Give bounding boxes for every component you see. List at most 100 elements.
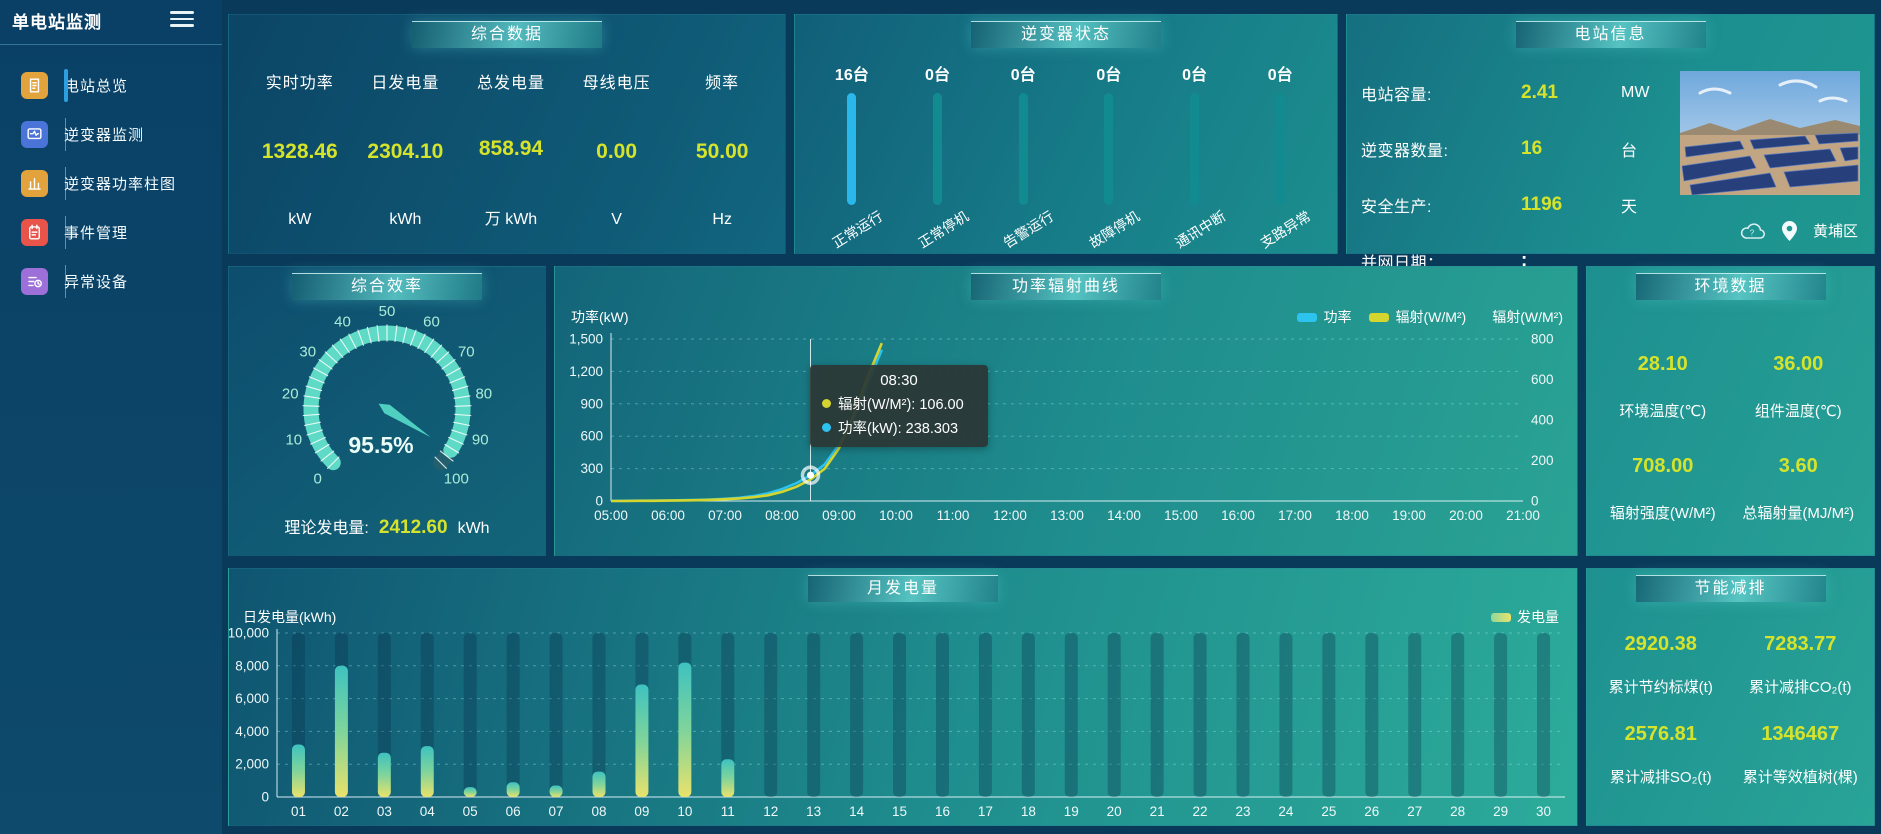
- legend-power[interactable]: 功率: [1297, 307, 1351, 327]
- sidebar-item-label: 电站总览: [64, 78, 129, 95]
- svg-text:08: 08: [591, 804, 606, 819]
- legend-radiation[interactable]: 辐射(W/M²): [1369, 307, 1466, 327]
- env-total-radiation: 3.60 总辐射量(MJ/M²): [1742, 455, 1855, 522]
- sidebar-header: 单电站监测: [0, 0, 222, 40]
- status-alarm-running: 0台 告警运行: [1000, 67, 1057, 252]
- svg-text:04: 04: [420, 804, 436, 819]
- sidebar-item-label: 异常设备: [64, 274, 129, 291]
- svg-text:21:00: 21:00: [1506, 508, 1540, 523]
- radiation-dot-icon: [822, 399, 831, 408]
- status-bar: [1018, 93, 1028, 205]
- svg-text:4,000: 4,000: [235, 724, 269, 739]
- panel-summary-data: 综合数据 实时功率 1328.46 kW 日发电量 2304.10 kWh 总发…: [228, 14, 786, 254]
- env-module-temp: 36.00 组件温度(℃): [1754, 353, 1842, 420]
- panel-station-info: 电站信息 电站容量: 2.41 MW 逆变器数量: 16 台 安全生产: 119…: [1346, 14, 1875, 272]
- panel-title: 月发电量: [808, 575, 998, 602]
- svg-text:10: 10: [285, 431, 302, 448]
- svg-text:800: 800: [1531, 332, 1554, 347]
- svg-text:26: 26: [1364, 804, 1379, 819]
- svg-text:14: 14: [849, 804, 865, 819]
- svg-text:6,000: 6,000: [235, 691, 269, 706]
- svg-text:300: 300: [580, 461, 603, 476]
- sidebar-item-label: 逆变器监测: [64, 127, 145, 144]
- svg-text:16:00: 16:00: [1221, 508, 1255, 523]
- svg-text:19: 19: [1064, 804, 1079, 819]
- svg-text:400: 400: [1531, 413, 1554, 428]
- svg-text:15: 15: [892, 804, 907, 819]
- monitor-pulse-icon: [21, 121, 48, 148]
- svg-text:100: 100: [444, 470, 469, 487]
- bar-chart-icon: [21, 170, 48, 197]
- menu-toggle-icon[interactable]: [170, 7, 194, 27]
- panel-monthly-generation: 月发电量 日发电量(kWh) 发电量 0 2,000 4,000 6,000 8,000…: [228, 568, 1578, 826]
- status-bar: [1104, 93, 1114, 205]
- svg-text:0: 0: [261, 790, 269, 805]
- monthly-header: 日发电量(kWh) 发电量: [243, 607, 1559, 627]
- sidebar-item-label: 逆变器功率柱图: [64, 176, 177, 193]
- svg-text:70: 70: [458, 343, 475, 360]
- metric-realtime-power: 实时功率 1328.46 kW: [261, 75, 338, 228]
- sidebar-item-inverter-power-bars[interactable]: 逆变器功率柱图: [0, 159, 222, 208]
- svg-text:27: 27: [1407, 804, 1422, 819]
- list-clock-icon: [21, 268, 48, 295]
- sidebar-item-inverter-monitor[interactable]: 逆变器监测: [0, 110, 222, 159]
- inverter-status-bars: 16台 正常运行 0台 正常停机 0台 告警运行 0台 故障停机 0台 通讯中断…: [809, 61, 1323, 252]
- efficiency-gauge-chart: 0 10 20 30 40 50 60 70 80 90 100 95.5%: [282, 303, 492, 487]
- panel-environment: 环境数据 28.10 环境温度(℃) 36.00 组件温度(℃) 708.00 …: [1586, 266, 1875, 556]
- status-normal-running: 16台 正常运行: [829, 67, 886, 252]
- svg-text:19:00: 19:00: [1392, 508, 1426, 523]
- svg-text:60: 60: [423, 314, 440, 331]
- panel-title: 逆变器状态: [971, 21, 1161, 48]
- svg-text:40: 40: [334, 314, 351, 331]
- sidebar-item-event-management[interactable]: 事件管理: [0, 208, 222, 257]
- status-bar: [1190, 93, 1200, 205]
- svg-text:13:00: 13:00: [1050, 508, 1084, 523]
- generation-legend-swatch: [1491, 612, 1511, 622]
- curve-header: 功率(kW) 功率 辐射(W/M²) 辐射(W/M²): [571, 307, 1563, 327]
- overview-doc-icon: [21, 72, 48, 99]
- svg-text:07: 07: [549, 804, 564, 819]
- status-bar: [1275, 93, 1285, 205]
- svg-text:10,000: 10,000: [229, 627, 269, 641]
- saving-so2: 2576.81 累计减排SO₂(t): [1609, 723, 1712, 786]
- panel-power-radiation-curve: 功率辐射曲线 功率(kW) 功率 辐射(W/M²) 辐射(W/M²) 0 300 6…: [554, 266, 1578, 556]
- power-legend-swatch: [1297, 312, 1318, 322]
- svg-text:10:00: 10:00: [879, 508, 913, 523]
- svg-text:11:00: 11:00: [937, 508, 970, 523]
- svg-text:22: 22: [1193, 804, 1208, 819]
- monthly-bar-chart[interactable]: 0 2,000 4,000 6,000 8,000 10,000 01 02 03 04 05 06 0…: [229, 627, 1579, 823]
- env-irradiance: 708.00 辐射强度(W/M²): [1609, 455, 1716, 522]
- sidebar-item-abnormal-devices[interactable]: 异常设备: [0, 257, 222, 306]
- sidebar-item-station-overview[interactable]: 电站总览: [0, 61, 222, 110]
- radiation-legend-swatch: [1369, 312, 1390, 322]
- svg-text:01: 01: [291, 804, 306, 819]
- saving-coal: 2920.38 累计节约标煤(t): [1608, 633, 1713, 696]
- left-axis-name: 功率(kW): [571, 309, 629, 325]
- panel-energy-saving: 节能减排 2920.38 累计节约标煤(t) 7283.77 累计减排CO₂(t…: [1586, 568, 1875, 826]
- svg-text:0: 0: [1531, 494, 1539, 509]
- svg-text:07:00: 07:00: [708, 508, 742, 523]
- svg-text:10: 10: [677, 804, 692, 819]
- sidebar-divider: [0, 44, 222, 45]
- svg-text:12: 12: [763, 804, 778, 819]
- weather-cloud-icon[interactable]: ?: [1740, 221, 1766, 241]
- chart-tooltip: 08:30 辐射(W/M²): 106.00 功率(kW): 238.303: [810, 365, 988, 447]
- status-bar: [933, 93, 942, 205]
- svg-text:20: 20: [1107, 804, 1122, 819]
- summary-metrics: 实时功率 1328.46 kW 日发电量 2304.10 kWh 总发电量 85…: [247, 55, 775, 237]
- legend-generation[interactable]: 发电量: [1491, 607, 1559, 627]
- tooltip-time: 08:30: [880, 372, 918, 389]
- tooltip-power-row: 功率(kW): 238.303: [822, 417, 976, 438]
- svg-text:1,500: 1,500: [569, 332, 603, 347]
- svg-text:8,000: 8,000: [235, 658, 269, 673]
- panel-title: 综合数据: [412, 21, 602, 48]
- svg-text:05: 05: [463, 804, 478, 819]
- svg-text:18: 18: [1021, 804, 1036, 819]
- status-branch-abnormal: 0台 支路异常: [1257, 67, 1314, 252]
- svg-text:24: 24: [1278, 804, 1294, 819]
- location-pin-icon: [1781, 220, 1797, 241]
- svg-text:600: 600: [1531, 372, 1554, 387]
- power-radiation-line-chart[interactable]: 0 300 600 900 1,200 1,500 0 200 400 600 800 05:00 06…: [555, 329, 1579, 529]
- svg-text:06:00: 06:00: [651, 508, 685, 523]
- svg-text:16: 16: [935, 804, 950, 819]
